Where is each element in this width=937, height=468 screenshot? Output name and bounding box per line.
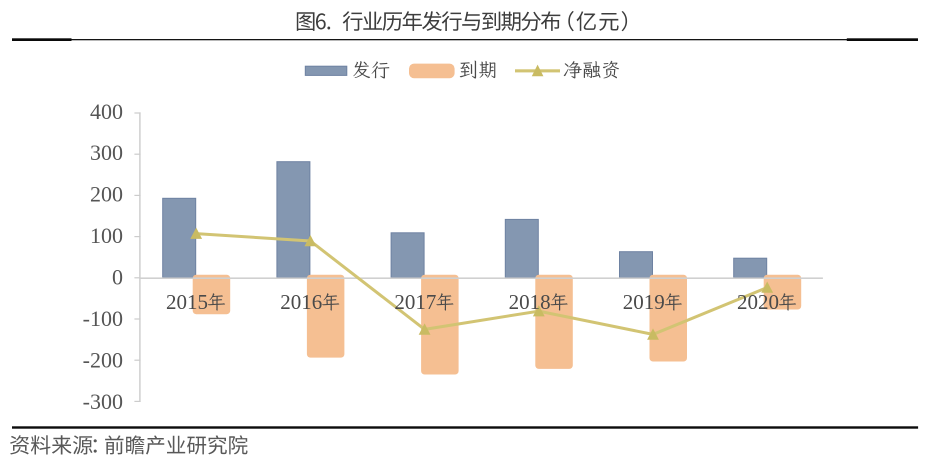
svg-text:0: 0 — [112, 265, 123, 290]
svg-text:2018: 2018 — [509, 290, 551, 314]
svg-text:-300: -300 — [83, 389, 123, 414]
svg-text:400: 400 — [90, 99, 123, 124]
svg-text:2020: 2020 — [737, 290, 779, 314]
svg-text:2015: 2015 — [166, 290, 208, 314]
svg-text:-100: -100 — [83, 306, 123, 331]
svg-text:2017: 2017 — [394, 290, 436, 314]
svg-text:100: 100 — [90, 223, 123, 248]
svg-text:200: 200 — [90, 182, 123, 207]
svg-text:2019: 2019 — [623, 290, 665, 314]
svg-text:2016: 2016 — [280, 290, 322, 314]
svg-text:-200: -200 — [83, 347, 123, 372]
svg-text:300: 300 — [90, 140, 123, 165]
